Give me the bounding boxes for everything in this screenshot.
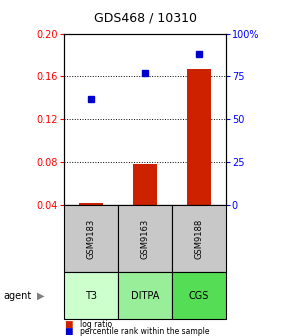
Text: ▶: ▶ (37, 291, 44, 301)
Text: agent: agent (3, 291, 31, 301)
Text: CGS: CGS (189, 291, 209, 301)
Text: ■: ■ (64, 321, 72, 329)
Text: GSM9183: GSM9183 (86, 218, 95, 259)
Text: GSM9163: GSM9163 (140, 218, 150, 259)
Text: DITPA: DITPA (131, 291, 159, 301)
Text: GSM9188: GSM9188 (195, 218, 204, 259)
Text: percentile rank within the sample: percentile rank within the sample (80, 327, 209, 336)
Text: log ratio: log ratio (80, 321, 112, 329)
Bar (133, 164, 157, 205)
Bar (79, 203, 103, 205)
Text: GDS468 / 10310: GDS468 / 10310 (93, 12, 197, 25)
Text: T3: T3 (85, 291, 97, 301)
Text: ■: ■ (64, 327, 72, 336)
Bar (187, 69, 211, 205)
